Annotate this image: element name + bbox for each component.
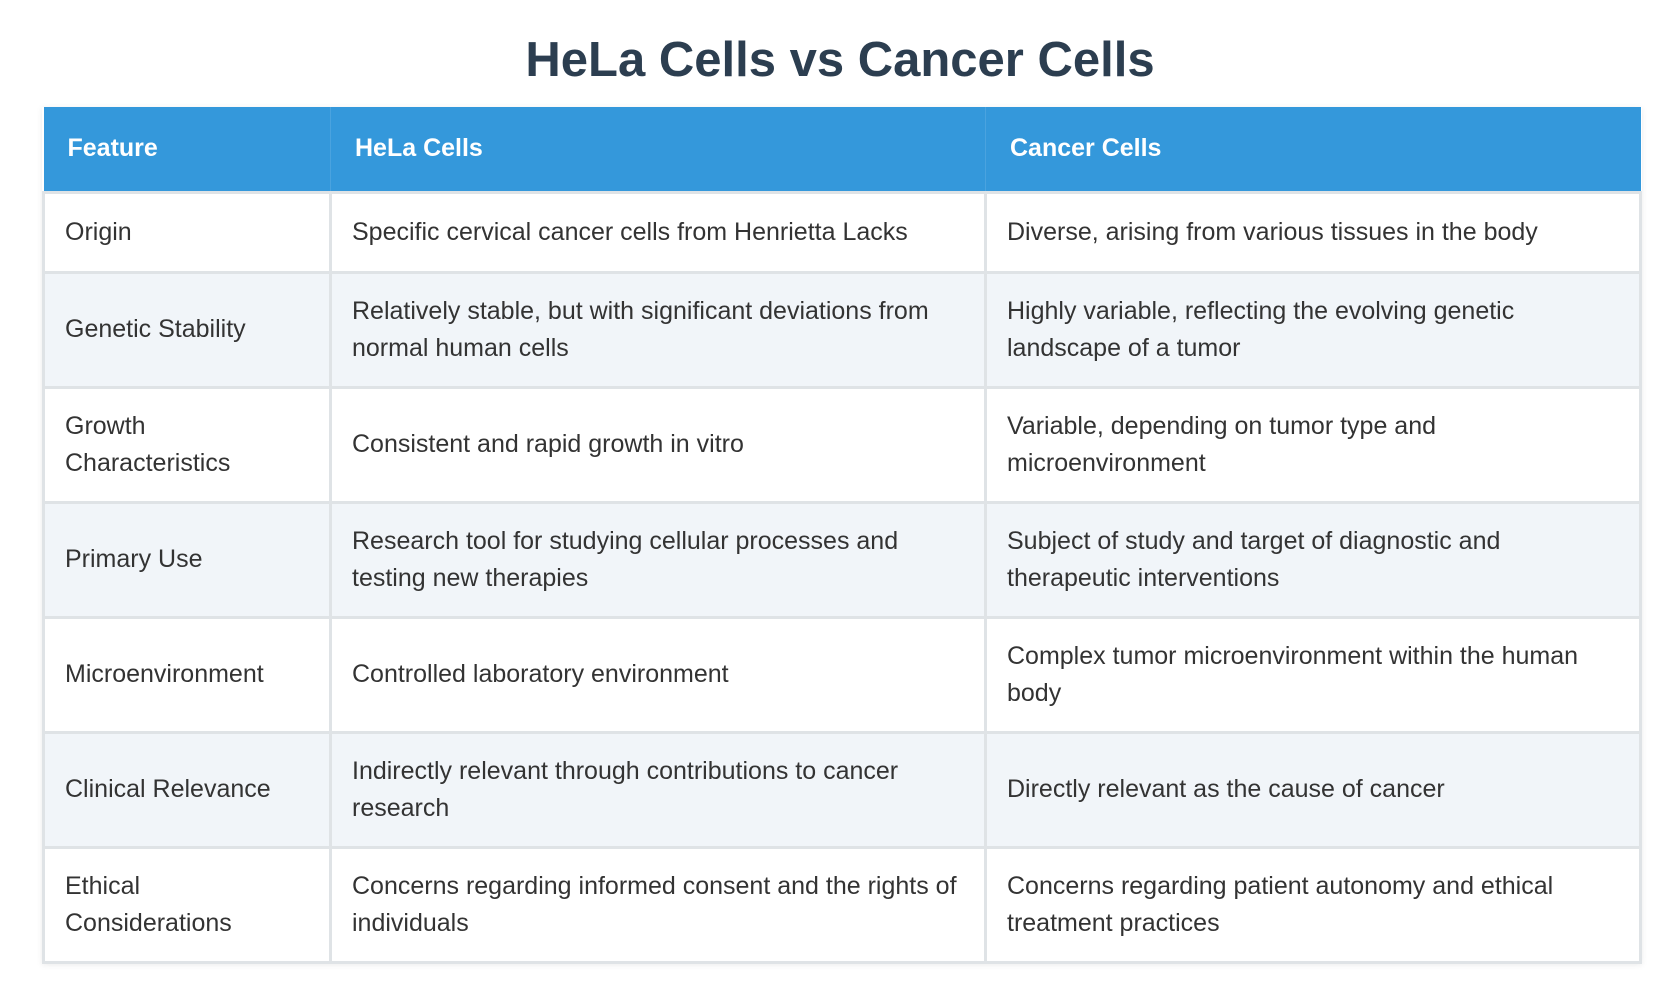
- header-feature: Feature: [43, 107, 331, 192]
- table-row: Microenvironment Controlled laboratory e…: [42, 615, 1642, 734]
- header-cancer-cells: Cancer Cells: [985, 107, 1641, 192]
- cancer-cell: Complex tumor microenvironment within th…: [984, 615, 1642, 734]
- cancer-cell: Subject of study and target of diagnosti…: [984, 500, 1642, 619]
- hela-cell: Specific cervical cancer cells from Henr…: [329, 190, 987, 274]
- table-row: Genetic Stability Relatively stable, but…: [42, 270, 1642, 389]
- cancer-cell: Diverse, arising from various tissues in…: [984, 190, 1642, 274]
- feature-cell: Microenvironment: [42, 615, 332, 734]
- cancer-cell: Variable, depending on tumor type and mi…: [984, 385, 1642, 504]
- comparison-table: Feature HeLa Cells Cancer Cells Origin S…: [42, 107, 1642, 964]
- table-row: Origin Specific cervical cancer cells fr…: [42, 190, 1642, 274]
- hela-cell: Consistent and rapid growth in vitro: [329, 385, 987, 504]
- hela-cell: Controlled laboratory environment: [329, 615, 987, 734]
- table-row: Clinical Relevance Indirectly relevant t…: [42, 730, 1642, 849]
- cancer-cell: Highly variable, reflecting the evolving…: [984, 270, 1642, 389]
- cancer-cell: Directly relevant as the cause of cancer: [984, 730, 1642, 849]
- table-row: Growth Characteristics Consistent and ra…: [42, 385, 1642, 504]
- cancer-cell: Concerns regarding patient autonomy and …: [984, 845, 1642, 964]
- feature-cell: Growth Characteristics: [42, 385, 332, 504]
- hela-cell: Research tool for studying cellular proc…: [329, 500, 987, 619]
- header-row: Feature HeLa Cells Cancer Cells: [43, 107, 1641, 192]
- feature-cell: Primary Use: [42, 500, 332, 619]
- table-row: Primary Use Research tool for studying c…: [42, 500, 1642, 619]
- hela-cell: Indirectly relevant through contribution…: [329, 730, 987, 849]
- hela-cell: Concerns regarding informed consent and …: [329, 845, 987, 964]
- feature-cell: Clinical Relevance: [42, 730, 332, 849]
- hela-cell: Relatively stable, but with significant …: [329, 270, 987, 389]
- feature-cell: Genetic Stability: [42, 270, 332, 389]
- feature-cell: Origin: [42, 190, 332, 274]
- header-hela-cells: HeLa Cells: [330, 107, 986, 192]
- table-row: Ethical Considerations Concerns regardin…: [42, 845, 1642, 964]
- feature-cell: Ethical Considerations: [42, 845, 332, 964]
- page-title: HeLa Cells vs Cancer Cells: [525, 33, 1155, 87]
